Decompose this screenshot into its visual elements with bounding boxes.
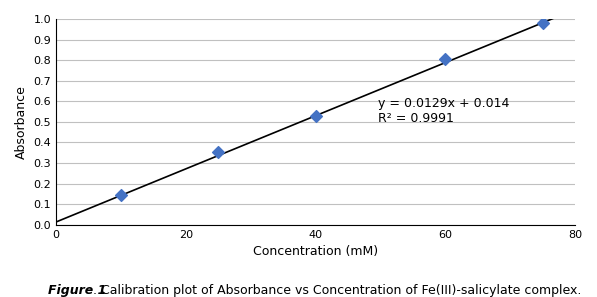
- Text: . Calibration plot of Absorbance vs Concentration of Fe(III)-salicylate complex.: . Calibration plot of Absorbance vs Conc…: [93, 284, 581, 297]
- Point: [538, 20, 547, 25]
- Point: [441, 56, 450, 61]
- Point: [116, 193, 126, 198]
- Text: Figure 1: Figure 1: [48, 284, 106, 297]
- X-axis label: Concentration (mM): Concentration (mM): [253, 245, 378, 258]
- Y-axis label: Absorbance: Absorbance: [15, 85, 28, 159]
- Point: [311, 113, 321, 118]
- Text: y = 0.0129x + 0.014
R² = 0.9991: y = 0.0129x + 0.014 R² = 0.9991: [378, 97, 509, 125]
- Point: [214, 149, 223, 154]
